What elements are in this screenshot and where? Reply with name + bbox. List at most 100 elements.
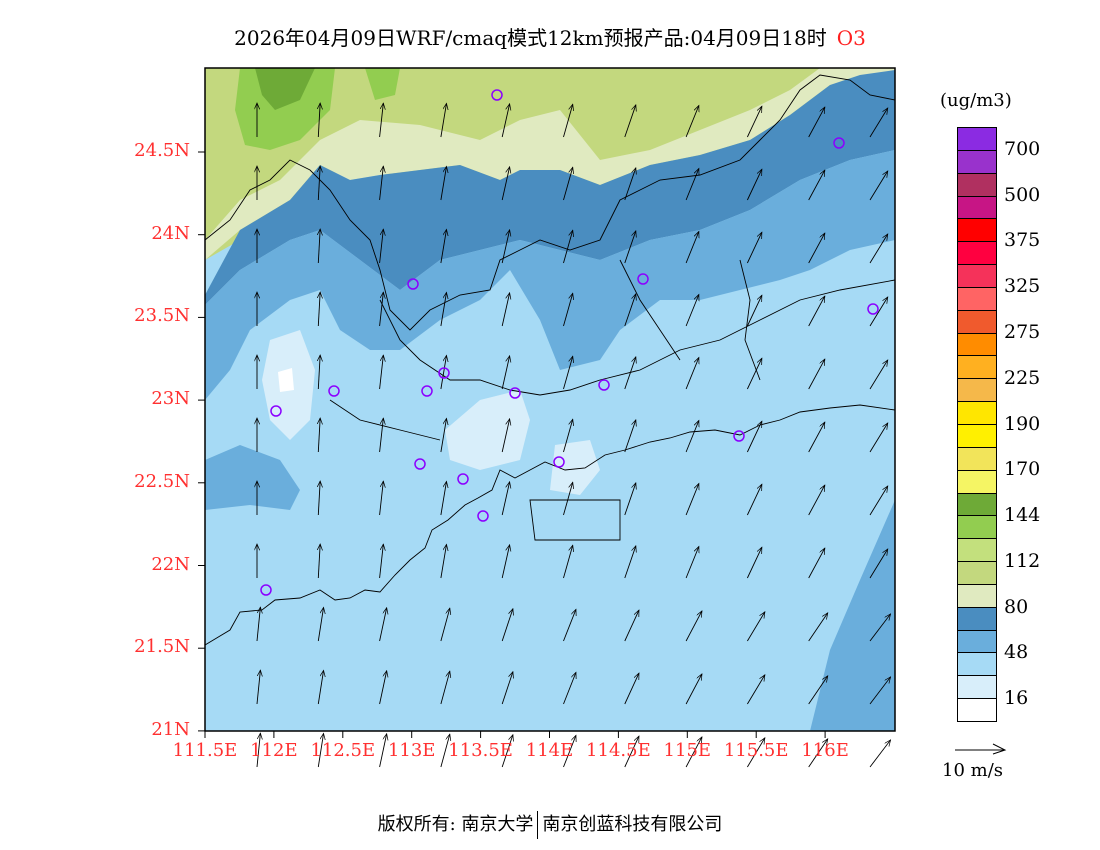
wind-arrow — [440, 103, 447, 138]
lon-tick-label: 115E — [663, 740, 712, 761]
station-marker — [553, 456, 565, 468]
wind-arrow — [318, 481, 320, 516]
station-marker — [491, 89, 503, 101]
wind-arrow — [256, 733, 260, 768]
wind-arrow — [318, 292, 320, 327]
wind-arrow — [624, 294, 636, 327]
color-bar-label: 375 — [1004, 229, 1041, 252]
reference-vector-arrow — [955, 743, 1007, 755]
wind-arrow — [379, 544, 384, 579]
wind-arrow — [563, 293, 573, 327]
wind-arrow — [624, 420, 636, 453]
wind-arrow — [746, 106, 763, 138]
wind-arrow — [746, 547, 763, 579]
wind-arrow — [685, 294, 699, 327]
station-marker — [414, 458, 426, 470]
color-bin — [958, 242, 996, 266]
color-bar — [957, 127, 997, 722]
concentration-fill — [205, 68, 895, 731]
reference-vector-label: 10 m/s — [942, 760, 1003, 781]
wind-arrow — [440, 292, 447, 327]
wind-arrow — [440, 671, 450, 705]
wind-arrow — [317, 670, 323, 705]
color-bin — [958, 379, 996, 403]
wind-arrow — [379, 103, 384, 138]
wind-arrow — [563, 609, 576, 642]
wind-arrow — [379, 355, 384, 390]
color-bar-label: 700 — [1004, 137, 1041, 160]
wind-arrow — [685, 105, 699, 138]
station-marker — [421, 385, 433, 397]
fill-80-band — [205, 68, 895, 260]
lat-tick-label: 23.5N — [134, 305, 190, 327]
copyright-company: 南京创蓝科技有限公司 — [542, 814, 723, 835]
wind-arrow — [746, 484, 763, 516]
wind-arrow — [624, 546, 636, 579]
lon-tick-label: 116E — [801, 740, 849, 761]
color-bin — [958, 584, 996, 608]
wind-arrow — [808, 233, 825, 264]
wind-arrow — [563, 482, 573, 516]
wind-arrow — [501, 167, 509, 201]
lon-tick-label: 111.5E — [172, 740, 238, 761]
wind-arrow — [501, 672, 513, 705]
color-bin — [958, 562, 996, 585]
station-marker — [637, 273, 649, 285]
wind-arrow — [563, 545, 573, 579]
color-bar-label: 112 — [1004, 549, 1041, 572]
wind-arrow — [379, 734, 387, 768]
wind-arrow — [685, 546, 699, 579]
wind-arrow — [808, 485, 825, 516]
wind-vectors — [256, 103, 891, 768]
wind-arrow — [869, 677, 891, 705]
wind-arrow — [318, 355, 320, 390]
province-boundary — [205, 74, 895, 331]
lon-tick-label: 115.5E — [723, 740, 789, 761]
station-marker — [457, 473, 469, 485]
wind-arrow — [501, 419, 509, 453]
wind-arrow — [808, 739, 828, 768]
wind-arrow — [624, 357, 636, 390]
wind-arrow — [379, 229, 384, 264]
wind-arrow — [624, 168, 636, 201]
wind-arrow — [501, 482, 509, 516]
wind-arrow — [808, 359, 825, 390]
wind-arrow — [746, 358, 763, 390]
lat-tick-label: 24.5N — [134, 140, 190, 161]
color-bin — [958, 196, 996, 220]
color-bin — [958, 516, 996, 540]
wind-arrow — [317, 733, 323, 768]
wind-arrow — [869, 234, 888, 264]
wind-arrow — [685, 483, 699, 516]
lat-tick-label: 21.5N — [134, 636, 190, 658]
color-bin — [958, 424, 996, 448]
color-bin — [958, 470, 996, 494]
wind-arrow — [869, 297, 888, 327]
wind-arrow — [501, 735, 513, 768]
wind-arrow — [808, 676, 828, 705]
wind-arrow — [808, 107, 825, 138]
station-marker — [270, 405, 282, 417]
wind-arrow — [685, 168, 699, 201]
boundaries — [205, 74, 895, 646]
lat-tick-label: 24N — [151, 222, 190, 244]
color-bin — [958, 150, 996, 174]
wind-arrow — [563, 672, 576, 705]
wind-arrow — [869, 549, 888, 579]
chart-title: 2026年04月09日WRF/cmaq模式12km预报产品:04月09日18时 O… — [0, 22, 1100, 51]
wind-arrow — [501, 609, 513, 642]
station-marker — [477, 510, 489, 522]
wind-arrow — [440, 734, 450, 768]
wind-arrow — [808, 170, 825, 201]
wind-arrow — [563, 167, 573, 201]
wind-arrow — [379, 481, 384, 516]
station-marker — [407, 278, 419, 290]
wind-arrow — [624, 105, 636, 138]
wind-arrow — [256, 670, 260, 705]
wind-arrow — [685, 357, 699, 390]
wind-arrow — [501, 545, 509, 579]
footer-separator — [537, 811, 539, 839]
wind-arrow — [869, 614, 891, 642]
wind-arrow — [379, 671, 387, 705]
color-bar-label: 80 — [1004, 595, 1029, 618]
